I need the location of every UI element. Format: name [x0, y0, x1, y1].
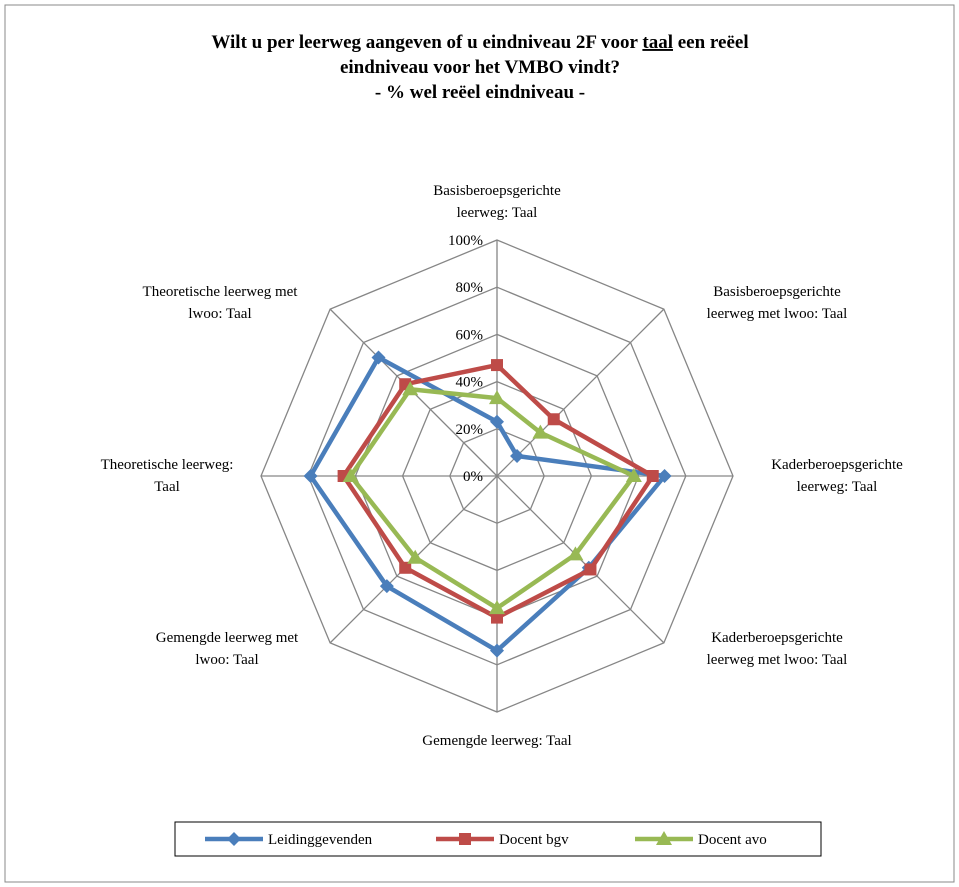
marker: [379, 579, 394, 594]
marker: [227, 832, 241, 846]
category-label: Theoretische leerweg:: [101, 457, 234, 473]
marker: [656, 831, 672, 845]
r-tick-label: 40%: [456, 375, 484, 391]
marker: [646, 470, 659, 482]
legend-label: Leidinggevenden: [268, 832, 373, 848]
marker: [625, 468, 642, 482]
marker: [399, 561, 412, 574]
chart-title: eindniveau voor het VMBO vindt?: [340, 57, 620, 78]
category-label: lwoo: Taal: [188, 306, 251, 322]
legend-label: Docent bgv: [499, 832, 569, 848]
marker: [490, 643, 504, 658]
category-label: Basisberoepsgerichte: [713, 284, 841, 300]
legend-label: Docent avo: [698, 832, 767, 848]
chart-border: [4, 4, 955, 883]
category-label: Kaderberoepsgerichte: [711, 630, 843, 646]
title-part: eindniveau voor het VMBO vindt?: [340, 57, 620, 78]
marker: [402, 381, 419, 396]
marker: [459, 833, 471, 845]
marker: [584, 563, 597, 576]
r-tick-label: 60%: [456, 327, 484, 343]
marker: [491, 611, 503, 624]
marker: [489, 390, 505, 405]
marker: [489, 600, 505, 615]
marker: [490, 414, 504, 429]
category-label: Theoretische leerweg met: [143, 284, 299, 300]
chart-title: - % wel reëel eindniveau -: [375, 82, 585, 103]
title-part: - % wel reëel eindniveau -: [375, 82, 585, 103]
spoke: [496, 308, 665, 477]
category-label: Taal: [154, 479, 180, 495]
category-label: leerweg: Taal: [457, 205, 538, 221]
marker: [547, 413, 560, 426]
r-tick-label: 80%: [456, 280, 484, 296]
marker: [532, 424, 549, 439]
title-part: taal: [642, 32, 673, 53]
category-label: leerweg: Taal: [797, 479, 878, 495]
marker: [407, 549, 424, 564]
legend-box: [174, 821, 822, 857]
r-tick-label: 0%: [463, 469, 483, 485]
category-label: lwoo: Taal: [195, 652, 258, 668]
marker: [491, 359, 503, 372]
title-part: een reëel: [673, 32, 749, 53]
marker: [657, 469, 672, 483]
category-label: leerweg met lwoo: Taal: [707, 306, 848, 322]
marker: [371, 350, 386, 365]
marker: [510, 448, 525, 463]
title-part: Wilt u per leerweg aangeven of u eindniv…: [211, 32, 642, 53]
marker: [342, 468, 359, 482]
category-label: Basisberoepsgerichte: [433, 183, 561, 199]
r-tick-label: 20%: [456, 422, 484, 438]
category-label: Gemengde leerweg met: [156, 630, 299, 646]
category-label: leerweg met lwoo: Taal: [707, 652, 848, 668]
category-label: Gemengde leerweg: Taal: [422, 733, 571, 749]
marker: [303, 469, 318, 483]
chart-title: Wilt u per leerweg aangeven of u eindniv…: [211, 32, 748, 53]
category-label: Kaderberoepsgerichte: [771, 457, 903, 473]
marker: [567, 546, 584, 561]
r-tick-label: 100%: [448, 233, 483, 249]
